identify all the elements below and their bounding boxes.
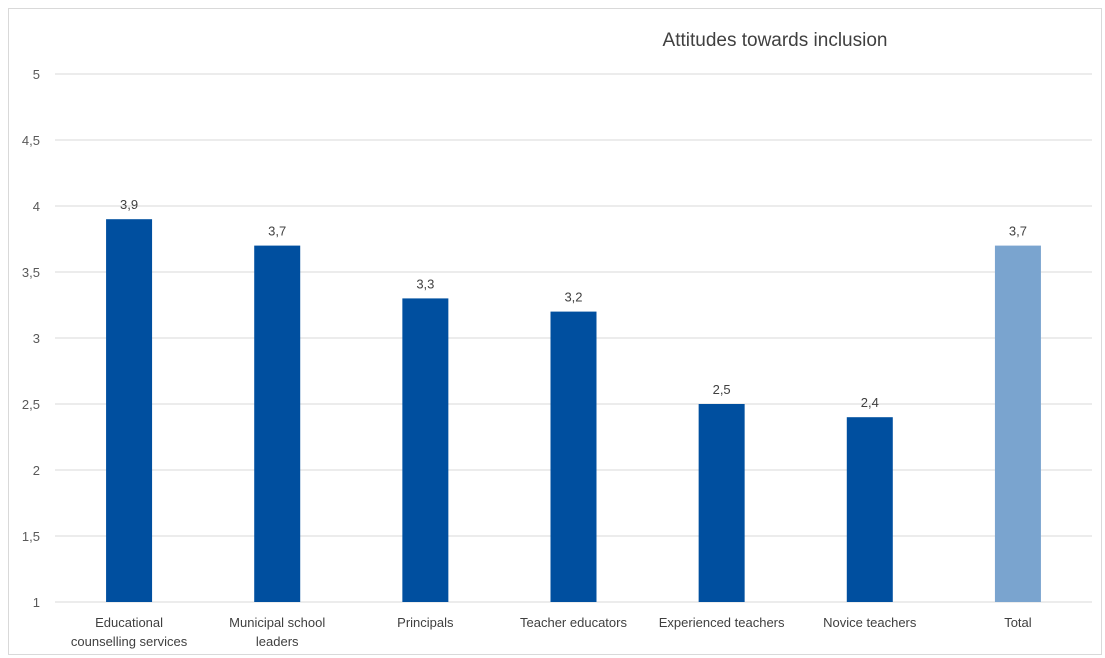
x-category-label: Total <box>1004 615 1032 630</box>
bar <box>402 298 449 602</box>
x-axis-categories: Educational counselling services Municipal… <box>71 615 1032 649</box>
bar <box>106 219 153 602</box>
y-tick-label: 4 <box>33 199 40 214</box>
bar <box>698 404 745 602</box>
y-tick-label: 3,5 <box>22 265 40 280</box>
y-tick-label: 1,5 <box>22 529 40 544</box>
bar <box>254 245 301 602</box>
data-labels: 3,9 3,7 3,3 3,2 2,5 2,4 3,7 <box>120 197 1027 410</box>
bar <box>994 245 1041 602</box>
x-category-label: Municipal school <box>229 615 325 630</box>
data-label: 2,4 <box>861 395 879 410</box>
bars <box>106 219 1041 602</box>
x-category-label: Educational <box>95 615 163 630</box>
bar <box>550 311 597 602</box>
x-category-label: Experienced teachers <box>659 615 785 630</box>
data-label: 3,9 <box>120 197 138 212</box>
x-category-label: Principals <box>397 615 454 630</box>
data-label: 2,5 <box>713 382 731 397</box>
x-category-label: leaders <box>256 634 299 649</box>
x-category-label: Novice teachers <box>823 615 917 630</box>
y-tick-label: 1 <box>33 595 40 610</box>
y-tick-label: 3 <box>33 331 40 346</box>
data-label: 3,2 <box>564 290 582 305</box>
chart-title: Attitudes towards inclusion <box>663 30 888 51</box>
y-tick-label: 5 <box>33 67 40 82</box>
x-category-label: Teacher educators <box>520 615 627 630</box>
x-category-label: counselling services <box>71 634 188 649</box>
y-tick-label: 4,5 <box>22 133 40 148</box>
bar <box>846 417 893 602</box>
y-tick-label: 2,5 <box>22 397 40 412</box>
y-tick-label: 2 <box>33 463 40 478</box>
y-axis-ticks: 5 4,5 4 3,5 3 2,5 2 1,5 1 <box>22 67 40 610</box>
data-label: 3,7 <box>268 224 286 239</box>
data-label: 3,7 <box>1009 224 1027 239</box>
data-label: 3,3 <box>416 276 434 291</box>
